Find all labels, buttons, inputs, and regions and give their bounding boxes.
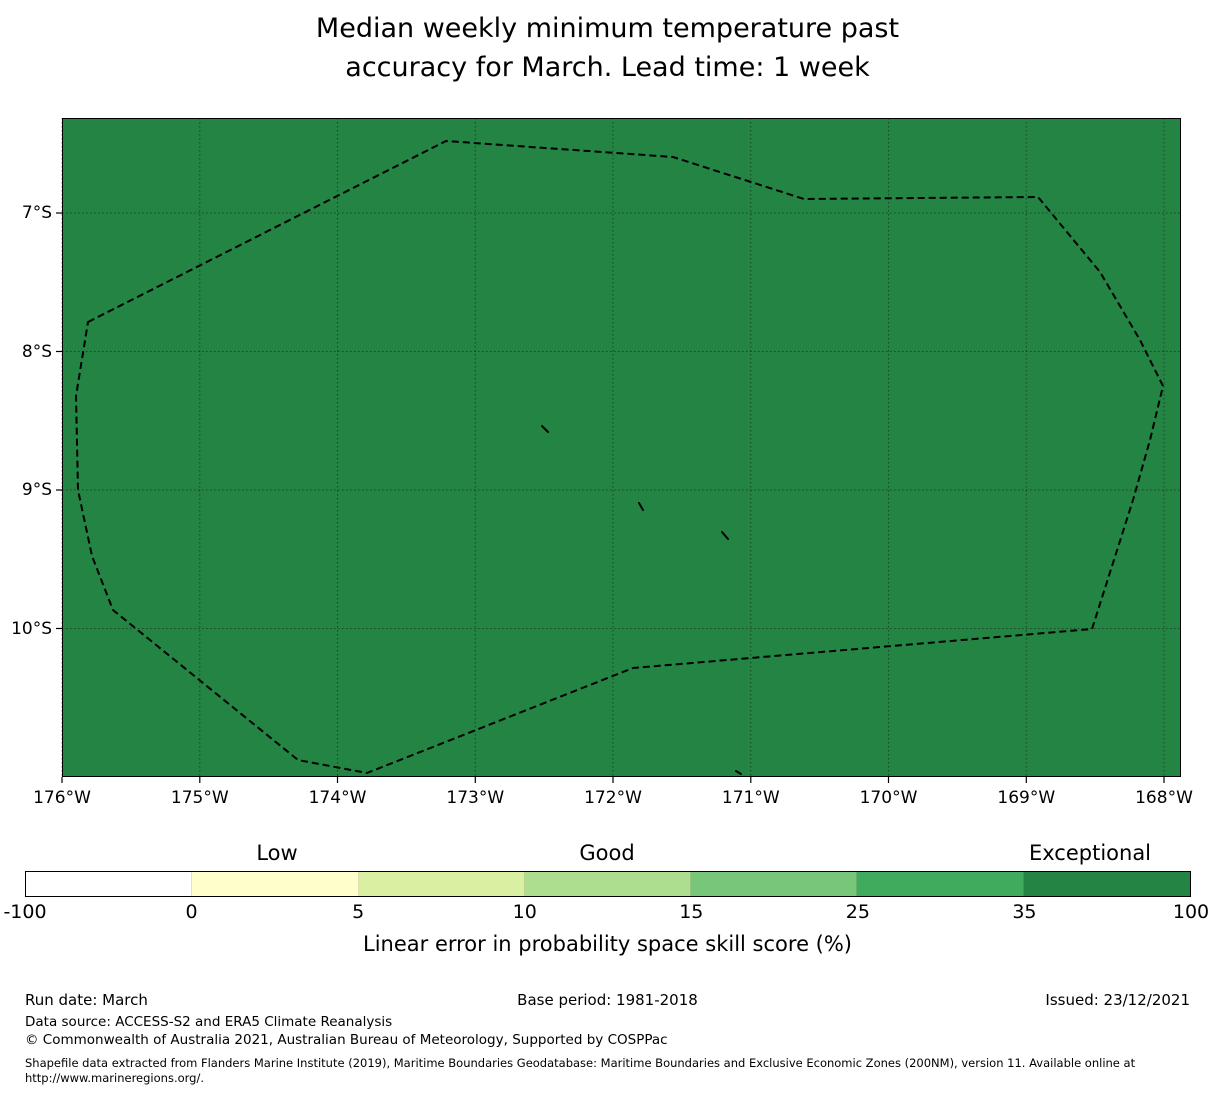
colorbar-segment <box>691 872 858 896</box>
colorbar-tick-label: 0 <box>185 901 198 923</box>
colorbar-tick-label: 35 <box>1012 901 1037 923</box>
colorbar-category-label: Exceptional <box>1028 841 1152 865</box>
island-mark <box>541 425 549 433</box>
x-tick-label: 176°W <box>33 788 91 808</box>
island-mark <box>735 770 742 775</box>
colorbar-segment <box>1023 872 1190 896</box>
chart-title: Median weekly minimum temperature past a… <box>315 13 900 83</box>
colorbar-tick-label: 15 <box>679 901 704 923</box>
colorbar-segment <box>358 872 525 896</box>
footer-base-period: Base period: 1981-2018 <box>517 991 698 1009</box>
colorbar-category-label: Good <box>579 841 635 865</box>
x-tick-label: 169°W <box>997 788 1056 808</box>
colorbar-segment <box>524 872 692 896</box>
map-plot <box>56 118 1181 783</box>
footer-run-date: Run date: March <box>25 991 148 1009</box>
axes-spine <box>62 118 1181 777</box>
colorbar-segment <box>857 872 1024 896</box>
eez-boundary-line <box>75 140 1164 774</box>
colorbar <box>25 871 1191 897</box>
x-tick-label: 170°W <box>859 788 918 808</box>
footer-copyright: © Commonwealth of Australia 2021, Austra… <box>25 1032 668 1048</box>
footer-shapefile-note: Shapefile data extracted from Flanders M… <box>25 1056 1136 1085</box>
colorbar-tick-label: 25 <box>845 901 870 923</box>
map-region-fill <box>62 118 1181 777</box>
island-mark <box>721 531 729 540</box>
x-tick-label: 175°W <box>170 788 229 808</box>
y-tick-label: 7°S <box>21 203 52 223</box>
y-tick-label: 10°S <box>11 618 52 639</box>
x-tick-label: 173°W <box>446 788 505 808</box>
colorbar-segment <box>192 872 359 896</box>
colorbar-tick-label: 100 <box>1172 901 1210 923</box>
footer-data-source: Data source: ACCESS-S2 and ERA5 Climate … <box>25 1014 393 1030</box>
colorbar-axis-label: Linear error in probability space skill … <box>363 932 852 956</box>
colorbar-category-label: Low <box>256 841 298 865</box>
x-tick-label: 174°W <box>308 788 367 808</box>
x-tick-label: 171°W <box>721 788 780 808</box>
map-canvas <box>56 118 1181 783</box>
footer-issued: Issued: 23/12/2021 <box>1045 991 1190 1009</box>
y-tick-label: 8°S <box>21 341 52 362</box>
x-tick-label: 172°W <box>584 788 642 808</box>
colorbar-tick-label: 10 <box>512 901 537 923</box>
y-tick-label: 9°S <box>21 480 52 500</box>
island-mark <box>638 502 644 511</box>
colorbar-segment <box>26 872 193 896</box>
colorbar-tick-label: -100 <box>3 901 47 923</box>
colorbar-tick-label: 5 <box>352 901 365 923</box>
x-tick-label: 168°W <box>1135 788 1193 808</box>
